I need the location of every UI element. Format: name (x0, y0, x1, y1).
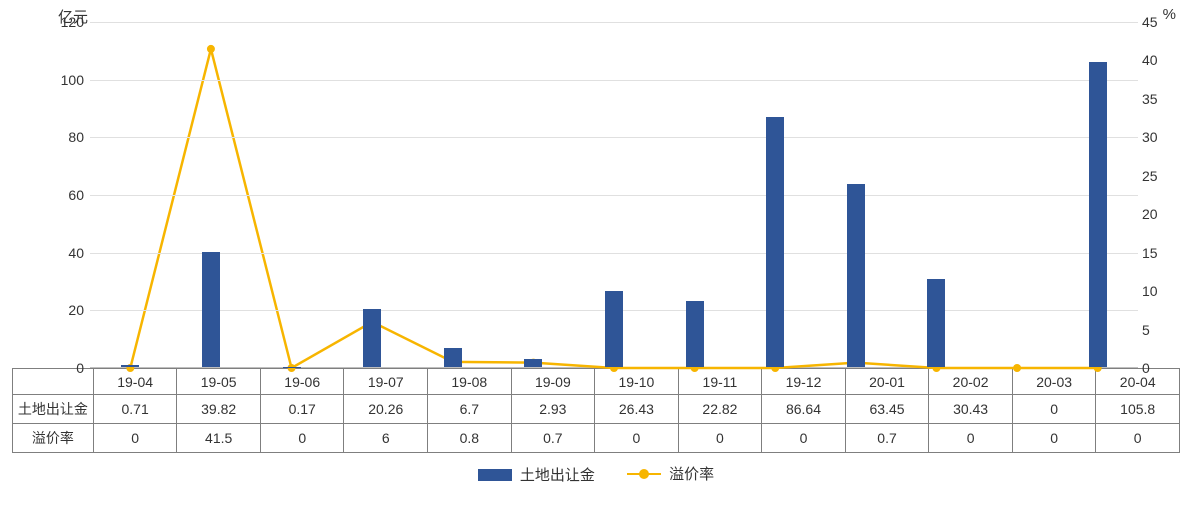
premium-rate-row-cell: 0 (1096, 424, 1180, 453)
land-sales-row-cell: 0.17 (260, 395, 344, 424)
legend-item-premium-rate: 溢价率 (627, 463, 714, 484)
y-right-tick-label: 0 (1142, 361, 1172, 375)
category-slot (493, 22, 574, 367)
land-sales-row-cell: 86.64 (762, 395, 846, 424)
category-row-cell: 19-10 (595, 369, 679, 395)
category-slot (412, 22, 493, 367)
category-row-cell: 20-02 (929, 369, 1013, 395)
category-slot (332, 22, 413, 367)
land-sales-chart: 亿元 % 020406080100120051015202530354045 1… (12, 8, 1180, 485)
y-left-tick-label: 80 (50, 130, 84, 144)
category-row-cell: 19-12 (762, 369, 846, 395)
category-slot (90, 22, 171, 367)
category-row-cell: 20-01 (845, 369, 929, 395)
y-right-tick-label: 30 (1142, 130, 1172, 144)
land-sales-row-cell: 0 (1012, 395, 1096, 424)
land-sales-row-cell: 22.82 (678, 395, 762, 424)
land-sales-bar (524, 359, 542, 367)
premium-rate-row-cell: 0 (929, 424, 1013, 453)
legend-item-land-sales: 土地出让金 (478, 464, 595, 485)
land-sales-row-header: 土地出让金 (13, 395, 94, 424)
legend-label-land-sales: 土地出让金 (520, 464, 595, 485)
premium-rate-row-cell: 0.8 (428, 424, 512, 453)
land-sales-bar (605, 291, 623, 367)
premium-rate-row-cell: 41.5 (177, 424, 261, 453)
category-slot (171, 22, 252, 367)
land-sales-row: 土地出让金0.7139.820.1720.266.72.9326.4322.82… (13, 395, 1180, 424)
land-sales-row-cell: 6.7 (428, 395, 512, 424)
y-right-tick-label: 40 (1142, 53, 1172, 67)
y-right-tick-label: 10 (1142, 284, 1172, 298)
category-slot (896, 22, 977, 367)
category-row-cell: 19-04 (93, 369, 177, 395)
land-sales-row-cell: 26.43 (595, 395, 679, 424)
y-left-tick-label: 60 (50, 188, 84, 202)
category-row-cell: 19-06 (260, 369, 344, 395)
category-slot (735, 22, 816, 367)
y-left-tick-label: 40 (50, 246, 84, 260)
land-sales-bar (927, 279, 945, 367)
y-right-tick-label: 20 (1142, 207, 1172, 221)
category-row: 19-0419-0519-0619-0719-0819-0919-1019-11… (13, 369, 1180, 395)
y-left-tick-label: 0 (50, 361, 84, 375)
y-left-tick-label: 20 (50, 303, 84, 317)
category-row-cell: 19-07 (344, 369, 428, 395)
category-slot (654, 22, 735, 367)
y-right-tick-label: 35 (1142, 92, 1172, 106)
land-sales-row-cell: 20.26 (344, 395, 428, 424)
category-row-cell: 20-03 (1012, 369, 1096, 395)
category-row-cell: 19-05 (177, 369, 261, 395)
y-right-tick-label: 5 (1142, 323, 1172, 337)
legend-label-premium-rate: 溢价率 (669, 463, 714, 484)
y-left-tick-label: 120 (50, 15, 84, 29)
premium-rate-row-cell: 0 (93, 424, 177, 453)
land-sales-bar (202, 252, 220, 367)
premium-rate-row-cell: 0 (260, 424, 344, 453)
y-left-tick-label: 100 (50, 73, 84, 87)
legend-swatch-line (627, 467, 661, 481)
land-sales-row-cell: 0.71 (93, 395, 177, 424)
category-slot (1057, 22, 1138, 367)
land-sales-bar (444, 348, 462, 367)
y-right-tick-label: 45 (1142, 15, 1172, 29)
premium-rate-row-cell: 0 (1012, 424, 1096, 453)
y-right-tick-label: 25 (1142, 169, 1172, 183)
premium-rate-row-header: 溢价率 (13, 424, 94, 453)
category-row-cell: 19-09 (511, 369, 595, 395)
y-right-tick-label: 15 (1142, 246, 1172, 260)
legend-swatch-bar (478, 469, 512, 481)
land-sales-bar (121, 365, 139, 367)
category-slot (251, 22, 332, 367)
land-sales-bar (686, 301, 704, 367)
legend: 土地出让金 溢价率 (12, 463, 1180, 485)
land-sales-row-cell: 63.45 (845, 395, 929, 424)
category-slot (816, 22, 897, 367)
land-sales-row-cell: 105.8 (1096, 395, 1180, 424)
plot-area: 020406080100120051015202530354045 (90, 22, 1138, 368)
premium-rate-row-cell: 0 (678, 424, 762, 453)
premium-rate-row-cell: 0 (762, 424, 846, 453)
premium-rate-row-cell: 6 (344, 424, 428, 453)
land-sales-bar (847, 184, 865, 367)
premium-rate-row-cell: 0 (595, 424, 679, 453)
data-table: 19-0419-0519-0619-0719-0819-0919-1019-11… (12, 368, 1180, 453)
category-row-cell: 19-08 (428, 369, 512, 395)
premium-rate-row-cell: 0.7 (845, 424, 929, 453)
premium-rate-row: 溢价率041.5060.80.70000.7000 (13, 424, 1180, 453)
land-sales-row-cell: 30.43 (929, 395, 1013, 424)
land-sales-row-cell: 39.82 (177, 395, 261, 424)
land-sales-bar (1089, 62, 1107, 367)
land-sales-bar (766, 117, 784, 367)
land-sales-bar (363, 309, 381, 367)
category-row-cell: 19-11 (678, 369, 762, 395)
land-sales-row-cell: 2.93 (511, 395, 595, 424)
category-slot (977, 22, 1058, 367)
category-slot (574, 22, 655, 367)
premium-rate-row-cell: 0.7 (511, 424, 595, 453)
